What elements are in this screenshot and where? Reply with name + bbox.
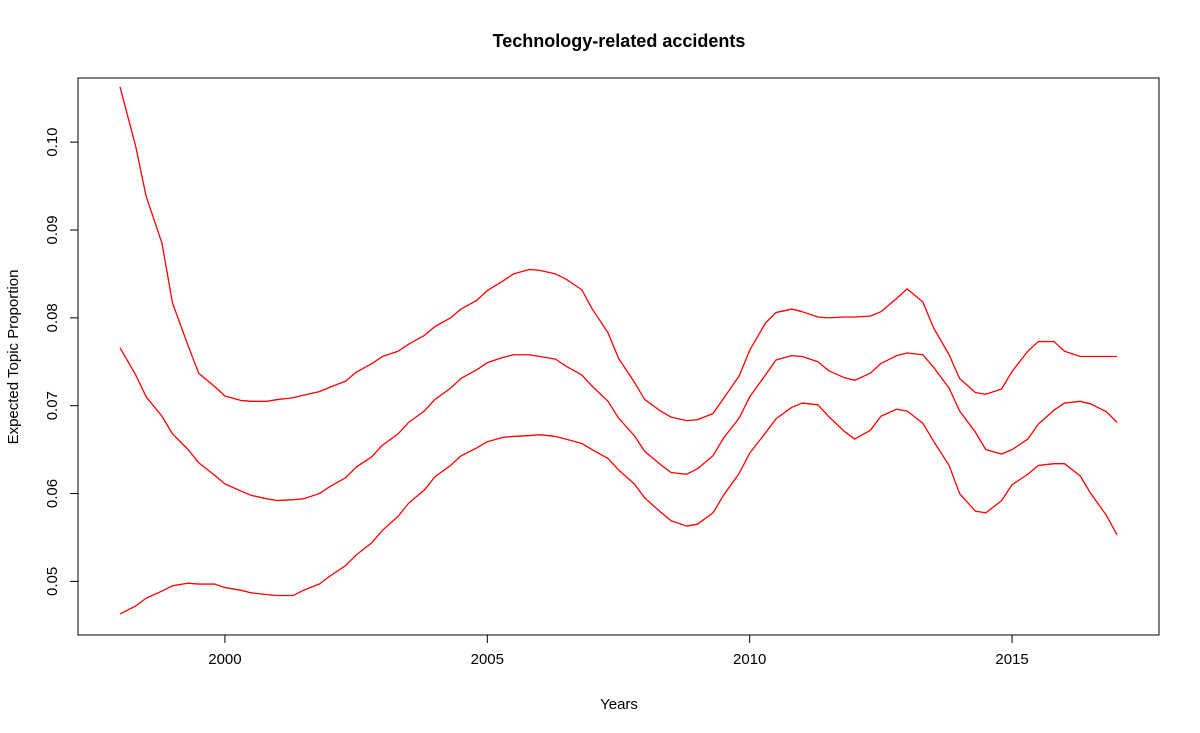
y-tick-label: 0.05 xyxy=(44,567,61,596)
x-tick-label: 2015 xyxy=(995,651,1028,668)
y-tick-label: 0.09 xyxy=(44,215,61,244)
upper-bound-line xyxy=(119,86,1118,422)
x-tick-label: 2005 xyxy=(471,651,504,668)
x-tick-label: 2010 xyxy=(733,651,766,668)
x-axis-label: Years xyxy=(600,696,638,713)
lower-bound-line xyxy=(119,402,1118,615)
y-axis: 0.05 0.06 0.07 0.08 0.09 0.10 xyxy=(44,128,79,596)
x-tick-label: 2000 xyxy=(208,651,241,668)
y-tick-label: 0.07 xyxy=(44,391,61,420)
chart-title: Technology-related accidents xyxy=(493,31,746,51)
x-axis: 2000 2005 2010 2015 xyxy=(208,634,1029,668)
estimate-line xyxy=(119,347,1118,502)
y-tick-label: 0.06 xyxy=(44,479,61,508)
y-tick-label: 0.10 xyxy=(44,128,61,157)
series-group xyxy=(119,86,1118,615)
y-axis-label: Expected Topic Proportion xyxy=(5,270,22,445)
y-tick-label: 0.08 xyxy=(44,303,61,332)
